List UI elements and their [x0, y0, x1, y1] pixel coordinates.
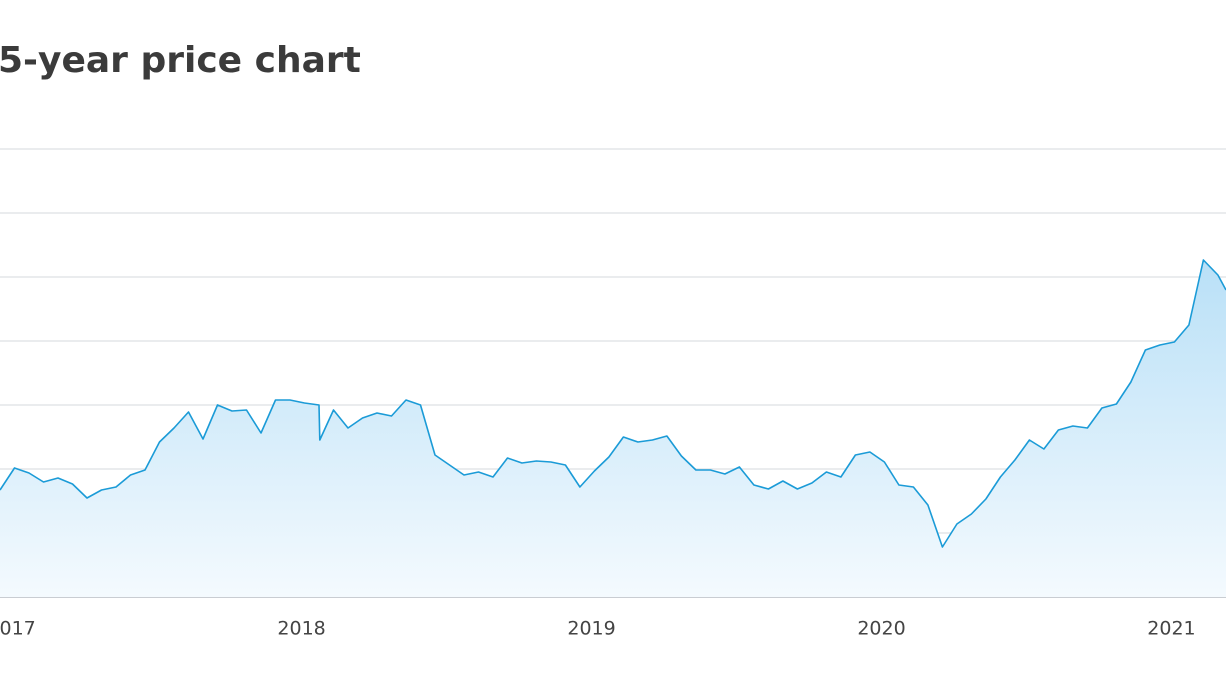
x-tick-label: 2017	[0, 618, 36, 640]
x-tick-label: 2021	[1147, 618, 1195, 640]
price-line	[0, 259, 1226, 548]
x-tick-label: 2020	[857, 618, 905, 640]
x-tick-label: 2018	[277, 618, 325, 640]
area	[0, 260, 1226, 597]
chart-title: 5-year price chart	[0, 40, 361, 81]
x-tick-label: 2019	[567, 618, 615, 640]
